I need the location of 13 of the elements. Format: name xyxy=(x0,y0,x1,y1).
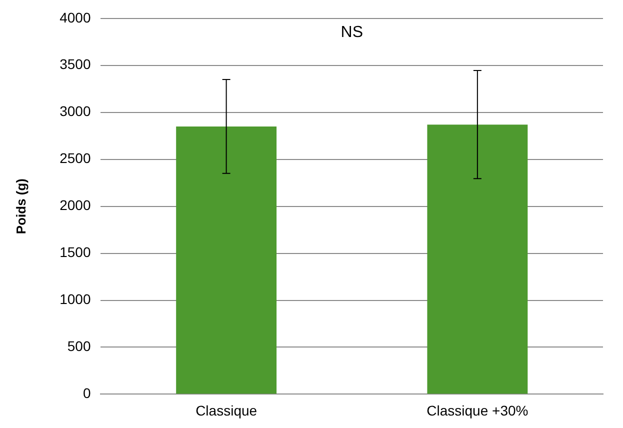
y-tick-label: 1000 xyxy=(60,291,91,308)
y-tick-label: 2500 xyxy=(60,150,91,166)
x-tick-label: Classique +30% xyxy=(426,402,528,418)
y-axis-title: Poids (g) xyxy=(13,178,28,234)
y-tick-label: 4000 xyxy=(60,9,91,26)
y-tick-label: 500 xyxy=(67,338,91,354)
y-tick-label: 3500 xyxy=(60,56,91,72)
annotation: NS xyxy=(340,24,363,41)
y-tick-label: 1500 xyxy=(60,244,91,260)
x-tick-label: Classique xyxy=(196,402,258,418)
y-tick-label: 0 xyxy=(82,385,91,402)
y-tick-label: 2000 xyxy=(60,197,91,214)
y-tick-label: 3000 xyxy=(60,103,91,120)
